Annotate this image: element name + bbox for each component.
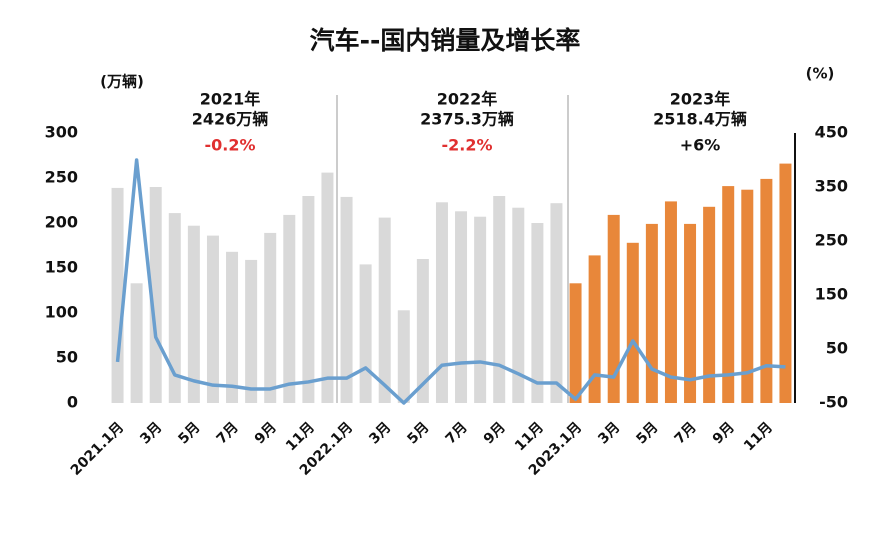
- x-tick-label: 11月: [741, 419, 776, 454]
- bar: [664, 201, 677, 403]
- x-tick-label: 7月: [443, 419, 471, 447]
- bar: [531, 223, 544, 403]
- x-tick-label: 5月: [633, 419, 661, 447]
- bar: [684, 223, 697, 403]
- y-tick-label: 300: [45, 123, 78, 142]
- y-tick-label: 150: [45, 258, 78, 277]
- bar: [245, 259, 258, 403]
- bar: [741, 189, 754, 403]
- bar: [493, 196, 506, 403]
- y2-tick-label: 150: [815, 285, 848, 304]
- bar: [416, 259, 429, 403]
- bar: [149, 187, 162, 403]
- bar: [264, 232, 277, 403]
- x-tick-label: 7月: [214, 419, 242, 447]
- y-tick-label: 0: [67, 393, 78, 412]
- bar: [226, 251, 239, 403]
- y2-tick-label: 50: [826, 339, 848, 358]
- bar: [321, 172, 334, 403]
- bar: [455, 211, 468, 403]
- y-tick-label: 50: [56, 348, 78, 367]
- x-tick-label: 3月: [137, 419, 165, 447]
- x-tick-label: 11月: [283, 419, 318, 454]
- bar: [588, 255, 601, 403]
- bar: [187, 225, 200, 403]
- bar: [626, 242, 639, 403]
- annotation: 2375.3万辆: [420, 110, 514, 129]
- chart-title: 汽车--国内销量及增长率: [310, 26, 581, 55]
- y-tick-label: 100: [45, 303, 78, 322]
- x-tick-label: 11月: [512, 419, 547, 454]
- annotation: 2518.4万辆: [653, 110, 747, 129]
- bar: [474, 216, 487, 403]
- bar: [302, 196, 315, 403]
- x-tick-label: 5月: [175, 419, 203, 447]
- bar: [378, 217, 391, 403]
- x-tick-label: 3月: [366, 419, 394, 447]
- bar: [283, 214, 296, 403]
- x-tick-label: 5月: [404, 419, 432, 447]
- bar: [512, 207, 525, 403]
- bar: [111, 187, 124, 403]
- y2-tick-label: 250: [815, 231, 848, 250]
- annotation: -2.2%: [441, 136, 492, 155]
- bar: [645, 223, 658, 403]
- y2-tick-label: 450: [815, 123, 848, 142]
- y-tick-label: 200: [45, 213, 78, 232]
- annotation: 2021年: [200, 90, 261, 109]
- x-tick-label: 7月: [672, 419, 700, 447]
- bar: [435, 202, 448, 403]
- bar: [779, 163, 792, 403]
- x-tick-label: 9月: [710, 419, 738, 447]
- bar: [130, 283, 143, 403]
- bar: [607, 214, 620, 403]
- y2-tick-label: 350: [815, 177, 848, 196]
- annotation: +6%: [680, 136, 721, 155]
- bar: [397, 310, 410, 403]
- annotation: 2022年: [437, 90, 498, 109]
- bar: [340, 196, 353, 403]
- annotation: -0.2%: [204, 136, 255, 155]
- bar: [550, 203, 563, 403]
- y2-axis-label: (%): [806, 65, 835, 83]
- bar: [722, 186, 735, 403]
- line: [115, 158, 786, 405]
- y2-tick-label: -50: [819, 393, 848, 412]
- annotation: 2023年: [670, 90, 731, 109]
- x-tick-label: 9月: [252, 419, 280, 447]
- x-tick-label: 2021.1月: [68, 419, 127, 478]
- bar: [703, 206, 716, 403]
- y-axis-label: (万辆): [100, 73, 144, 91]
- annotation: 2426万辆: [192, 110, 269, 129]
- x-tick-label: 3月: [595, 419, 623, 447]
- bar: [569, 283, 582, 403]
- bar: [760, 178, 773, 403]
- bar: [206, 235, 219, 403]
- x-tick-label: 9月: [481, 419, 509, 447]
- bar: [168, 213, 181, 403]
- bar: [359, 264, 372, 403]
- y-tick-label: 250: [45, 168, 78, 187]
